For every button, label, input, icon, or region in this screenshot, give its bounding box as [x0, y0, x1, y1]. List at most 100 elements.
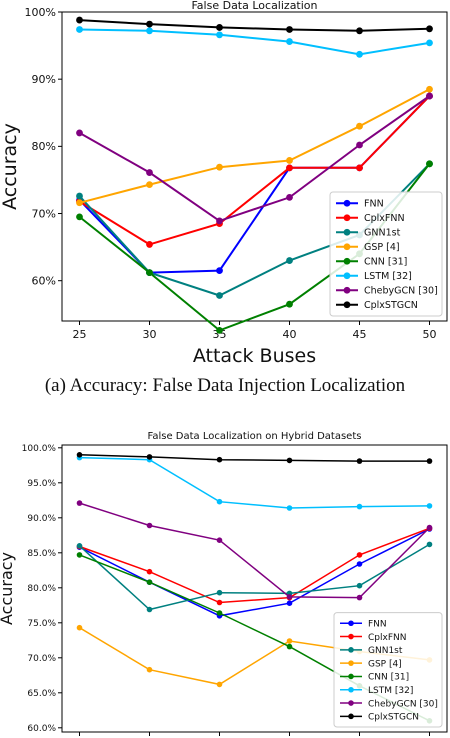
figure-caption: (a) Accuracy: False Data Injection Local…	[44, 375, 406, 396]
data-point-cnn-31	[216, 610, 223, 616]
legend-label-cplxfnn: CplxFNN	[368, 633, 406, 643]
legend-label-chebygcn-30: ChebyGCN [30]	[368, 699, 438, 709]
data-point-cplxfnn	[216, 599, 223, 606]
y-tick-label: 60%	[32, 275, 56, 288]
legend-marker-fnn	[348, 620, 354, 627]
legend-label-fnn: FNN	[364, 199, 384, 210]
legend-marker-cplxstgcn	[343, 301, 351, 309]
data-point-lstm-32	[356, 50, 363, 58]
data-point-gnn1st	[146, 606, 153, 613]
y-tick-label: 75.0%	[27, 619, 56, 629]
data-point-chebygcn-30	[76, 129, 83, 137]
data-point-chebygcn-30	[426, 92, 433, 100]
series-line-fnn	[79, 528, 430, 617]
data-point-cplxstgcn	[356, 27, 363, 35]
legend-marker-cplxfnn	[348, 633, 354, 640]
y-tick-label: 95.0%	[27, 479, 56, 489]
data-point-cplxstgcn	[216, 24, 223, 31]
data-point-cplxfnn	[356, 552, 363, 558]
data-point-lstm-32	[286, 38, 293, 45]
x-tick-label: 50	[423, 328, 437, 341]
data-point-gnn1st	[426, 541, 433, 548]
data-point-fnn	[216, 267, 223, 275]
series-line-cplxfnn	[79, 527, 430, 604]
chart-title: False Data Localization	[191, 0, 317, 12]
y-tick-label: 60.0%	[27, 724, 56, 734]
data-point-lstm-32	[426, 39, 433, 47]
data-point-cplxstgcn	[426, 25, 433, 33]
data-point-chebygcn-30	[76, 500, 83, 506]
data-point-gsp-4	[286, 157, 293, 164]
data-point-cnn-31	[146, 579, 153, 585]
legend-marker-lstm-32	[348, 686, 354, 693]
legend-label-cnn-31: CNN [31]	[368, 673, 409, 683]
y-axis-label: Accuracy	[0, 123, 21, 210]
data-point-chebygcn-30	[216, 217, 223, 225]
legend-label-chebygcn-30: ChebyGCN [30]	[364, 286, 438, 297]
data-point-gsp-4	[146, 181, 153, 189]
legend-label-fnn: FNN	[368, 619, 387, 629]
x-tick-label: 25	[73, 328, 87, 341]
data-point-cnn-31	[216, 327, 223, 334]
data-point-gsp-4	[426, 85, 433, 93]
data-point-cplxstgcn	[356, 458, 363, 464]
data-point-cnn-31	[76, 213, 83, 221]
legend-marker-cplxfnn	[343, 214, 351, 222]
legend-label-cplxstgcn: CplxSTGCN	[368, 713, 419, 723]
data-point-lstm-32	[286, 505, 293, 511]
legend-label-lstm-32: LSTM [32]	[364, 271, 412, 282]
data-point-chebygcn-30	[426, 524, 433, 531]
legend-marker-cnn-31	[343, 257, 351, 265]
y-tick-label: 90.0%	[27, 514, 56, 524]
data-point-cnn-31	[286, 300, 293, 308]
y-tick-label: 90%	[32, 73, 56, 86]
data-point-cplxstgcn	[146, 20, 153, 28]
legend-marker-chebygcn-30	[343, 286, 351, 294]
y-tick-label: 80%	[32, 140, 56, 153]
legend-box	[329, 191, 443, 317]
data-point-lstm-32	[146, 27, 153, 35]
data-point-cnn-31	[146, 269, 153, 277]
legend-label-gnn1st: GNN1st	[368, 646, 403, 656]
data-point-chebygcn-30	[146, 169, 153, 176]
legend-marker-chebygcn-30	[348, 700, 354, 706]
data-point-gsp-4	[216, 163, 223, 171]
data-point-gsp-4	[76, 199, 83, 207]
data-point-cplxstgcn	[426, 458, 433, 464]
plot-frame	[61, 444, 448, 733]
legend-label-cnn-31: CNN [31]	[364, 257, 407, 268]
legend-marker-gsp-4	[348, 660, 354, 666]
data-point-chebygcn-30	[356, 141, 363, 149]
data-point-fnn	[356, 561, 363, 567]
data-point-gsp-4	[76, 624, 83, 631]
data-point-cplxstgcn	[216, 456, 223, 463]
x-tick-label: 35	[213, 328, 227, 341]
data-point-gsp-4	[286, 638, 293, 644]
legend-label-gsp-4: GSP [4]	[364, 242, 400, 253]
data-point-cplxfnn	[146, 241, 153, 248]
legend-marker-cplxstgcn	[348, 713, 354, 720]
legend-label-cplxfnn: CplxFNN	[364, 213, 405, 224]
legend-marker-fnn	[343, 199, 351, 207]
data-point-lstm-32	[76, 26, 83, 33]
series-line-gsp-4	[79, 88, 430, 204]
series-line-lstm-32	[79, 456, 430, 509]
series-line-chebygcn-30	[79, 502, 431, 599]
chart-title: False Data Localization on Hybrid Datase…	[148, 431, 362, 442]
data-point-gnn1st	[216, 292, 223, 299]
data-point-gnn1st	[76, 543, 83, 549]
plot-frame	[61, 11, 448, 322]
data-point-cplxfnn	[356, 164, 363, 172]
legend-marker-gsp-4	[343, 243, 351, 251]
data-point-cplxstgcn	[286, 457, 293, 464]
y-tick-label: 80.0%	[27, 584, 56, 594]
data-point-gnn1st	[216, 589, 223, 596]
y-tick-label: 65.0%	[27, 689, 56, 699]
legend-box	[333, 612, 443, 728]
data-point-cplxstgcn	[76, 16, 83, 24]
data-point-chebygcn-30	[216, 537, 223, 543]
data-point-gsp-4	[216, 681, 223, 688]
x-tick-label: 30	[143, 328, 157, 341]
chart-false-data-localization-hybrid: False Data Localization on Hybrid Datase…	[0, 431, 448, 736]
legend-label-gsp-4: GSP [4]	[368, 659, 402, 669]
